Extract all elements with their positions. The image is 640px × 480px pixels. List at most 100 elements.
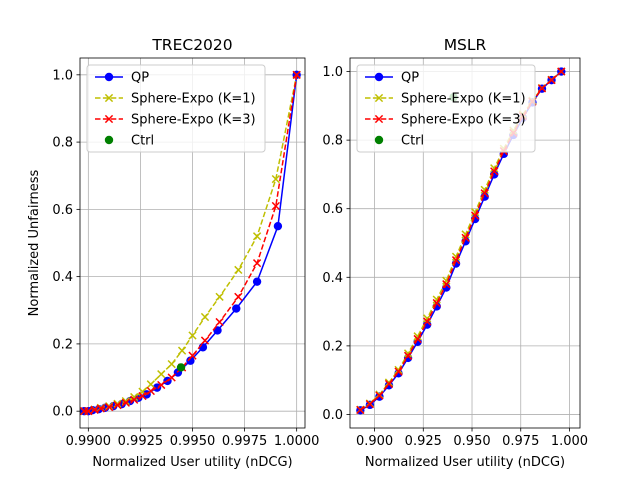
- x-tick-label: 0.975: [502, 434, 539, 449]
- legend-label: Sphere-Expo (K=1): [401, 92, 526, 107]
- legend-label: Sphere-Expo (K=1): [131, 92, 256, 107]
- x-axis-label: Normalized User utility (nDCG): [92, 455, 292, 470]
- legend-label: Sphere-Expo (K=3): [131, 113, 256, 128]
- data-point: [252, 277, 262, 286]
- x-tick-label: 0.950: [453, 434, 490, 449]
- data-point: [547, 75, 556, 85]
- legend-entry: Sphere-Expo (K=1): [95, 92, 256, 107]
- data-point: [215, 317, 224, 327]
- data-point: [188, 351, 197, 360]
- data-point: [234, 292, 243, 301]
- y-tick-label: 0.4: [52, 270, 73, 285]
- x-tick-label: 0.900: [356, 434, 393, 449]
- data-point: [442, 280, 451, 289]
- data-point: [200, 336, 210, 345]
- legend-marker: [374, 93, 384, 103]
- data-point: [365, 400, 375, 409]
- data-point: [121, 398, 130, 407]
- x-tick-label: 0.9900: [66, 434, 112, 449]
- legend-label: QP: [401, 71, 419, 86]
- legend-marker: [374, 72, 384, 82]
- y-tick-label: 0.8: [322, 134, 343, 149]
- legend-entry: Sphere-Expo (K=3): [95, 113, 256, 128]
- data-point: [252, 259, 262, 268]
- chart-title: TREC2020: [151, 36, 232, 54]
- legend-marker: [104, 93, 114, 103]
- x-tick-label: 0.9975: [222, 434, 268, 449]
- data-point: [167, 359, 176, 369]
- data-point: [130, 392, 139, 402]
- legend-marker: [104, 114, 114, 124]
- data-point: [403, 351, 413, 360]
- x-axis-label: Normalized User utility (nDCG): [365, 455, 565, 470]
- x-tick-label: 0.9925: [118, 434, 164, 449]
- data-point: [130, 395, 139, 404]
- data-point: [413, 334, 422, 344]
- data-point: [232, 304, 241, 313]
- x-tick-label: 1.000: [551, 434, 588, 449]
- legend-label: Sphere-Expo (K=3): [401, 113, 526, 128]
- y-tick-label: 1.0: [322, 65, 343, 80]
- legend-label: QP: [131, 71, 149, 86]
- y-tick-label: 0.6: [52, 203, 73, 218]
- data-point: [200, 312, 210, 322]
- data-point: [557, 67, 566, 76]
- data-point: [471, 211, 480, 220]
- data-point: [177, 346, 187, 355]
- y-tick-label: 0.6: [322, 202, 343, 217]
- data-point: [537, 84, 547, 93]
- y-tick-label: 0.4: [322, 271, 343, 286]
- data-point: [471, 208, 480, 217]
- y-tick-label: 1.0: [52, 68, 73, 83]
- legend-entry: QP: [95, 71, 149, 86]
- data-point: [113, 400, 122, 410]
- data-point: [271, 174, 280, 184]
- data-point: [384, 379, 394, 389]
- y-axis-label: Normalized Unfairness: [27, 169, 42, 316]
- data-point: [105, 403, 114, 412]
- ctrl-point: [176, 363, 186, 372]
- legend: QP Sphere-Expo (K=1) Sphere-Expo (K=3) Ctrl: [356, 64, 536, 153]
- chart-panel-2: 0.900 0.925 0.950 0.975 1.000 0.0 0.2 0.4 0.6 0.8…: [322, 36, 588, 470]
- data-point: [356, 405, 365, 415]
- data-point: [461, 233, 470, 242]
- data-point: [273, 221, 283, 231]
- data-point: [423, 317, 432, 326]
- legend-entry: Ctrl: [374, 134, 424, 149]
- data-point: [113, 399, 122, 408]
- legend-entry: Sphere-Expo (K=3): [365, 113, 526, 128]
- data-point: [394, 367, 403, 376]
- data-point: [215, 292, 224, 301]
- y-tick-label: 0.2: [322, 339, 343, 354]
- chart-panel-1: 0.9900 0.9925 0.9950 0.9975 1.0000 0.0 0.2 0.4 0…: [27, 36, 319, 470]
- y-tick-label: 0.0: [52, 405, 73, 420]
- legend-entry: Ctrl: [104, 134, 154, 149]
- data-point: [90, 405, 99, 414]
- data-point: [432, 298, 441, 308]
- data-point: [480, 185, 489, 194]
- legend-marker: [374, 114, 384, 124]
- legend-marker: [104, 135, 114, 145]
- data-point: [490, 167, 499, 176]
- data-point: [252, 232, 262, 241]
- data-point: [157, 380, 166, 390]
- legend-box: [86, 64, 266, 153]
- data-point: [234, 265, 243, 275]
- data-point: [146, 380, 155, 389]
- x-tick-label: 0.925: [405, 434, 442, 449]
- data-point: [292, 70, 301, 79]
- data-point: [188, 331, 197, 340]
- legend-marker: [374, 135, 384, 145]
- data-point: [451, 256, 461, 265]
- data-point: [146, 386, 155, 396]
- chart-title: MSLR: [444, 36, 487, 54]
- y-tick-label: 0.2: [52, 337, 73, 352]
- data-point: [271, 201, 280, 211]
- legend-marker: [104, 72, 114, 82]
- legend: QP Sphere-Expo (K=1) Sphere-Expo (K=3) Ctrl: [86, 64, 266, 153]
- data-point: [490, 164, 499, 173]
- y-tick-label: 0.8: [52, 136, 73, 151]
- data-point: [138, 391, 147, 401]
- legend-label: Ctrl: [401, 134, 424, 149]
